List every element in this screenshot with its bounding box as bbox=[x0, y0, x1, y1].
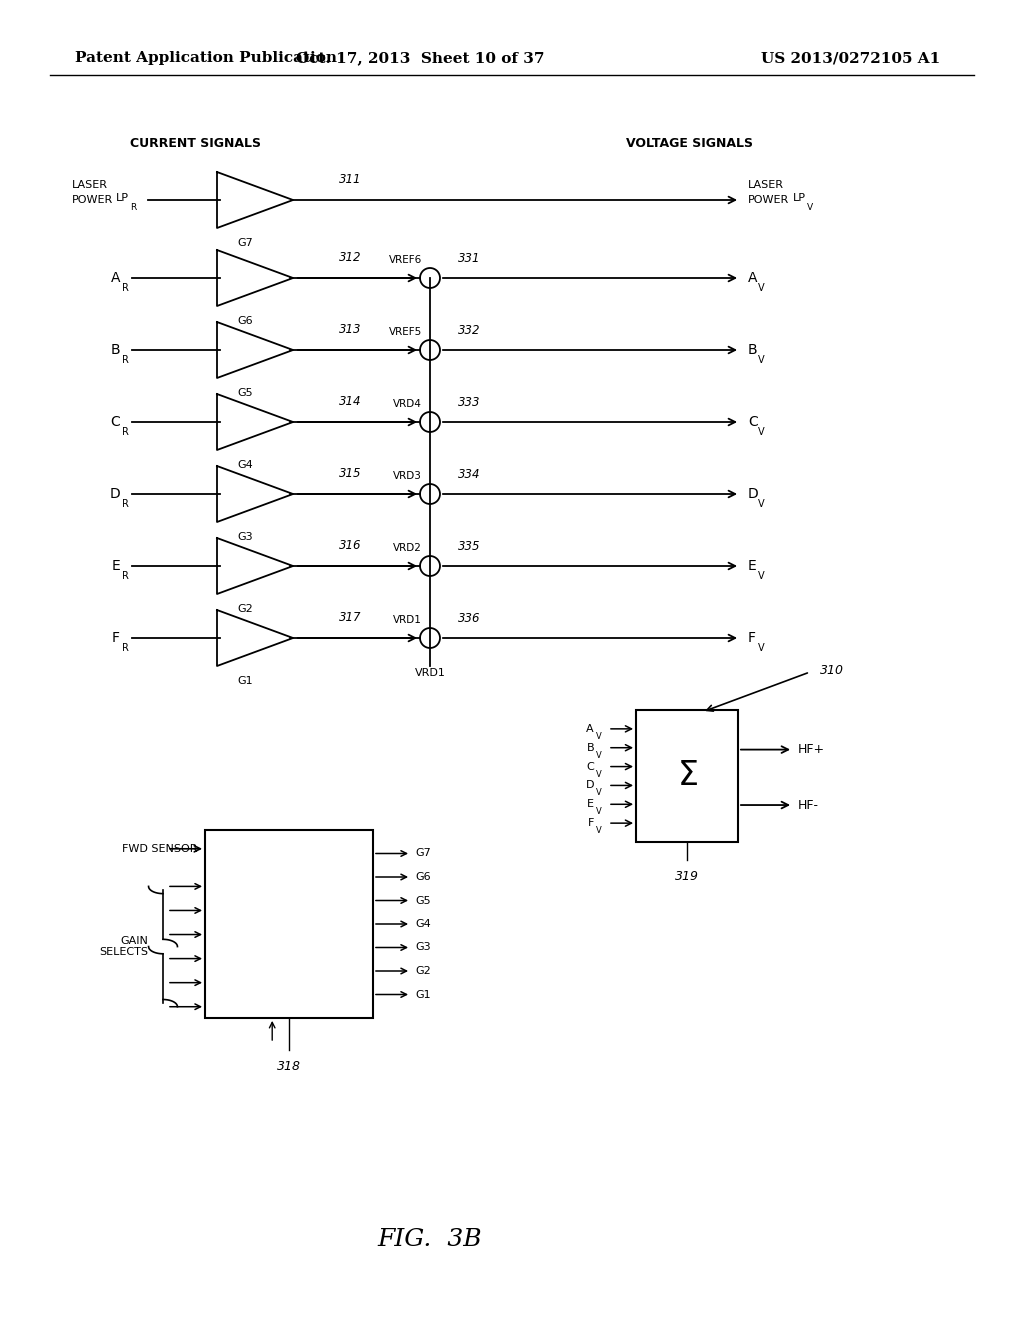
Text: VOLTAGE SIGNALS: VOLTAGE SIGNALS bbox=[627, 137, 754, 150]
Text: US 2013/0272105 A1: US 2013/0272105 A1 bbox=[761, 51, 940, 65]
Text: G1: G1 bbox=[415, 990, 431, 999]
Text: VREF6: VREF6 bbox=[389, 255, 422, 265]
Text: 318: 318 bbox=[278, 1060, 301, 1073]
Text: G2: G2 bbox=[415, 966, 431, 975]
Text: POWER: POWER bbox=[748, 195, 790, 205]
Text: VRD2: VRD2 bbox=[393, 543, 422, 553]
Bar bbox=[205, 830, 373, 1018]
Text: 336: 336 bbox=[458, 612, 480, 624]
Text: Oct. 17, 2013  Sheet 10 of 37: Oct. 17, 2013 Sheet 10 of 37 bbox=[296, 51, 544, 65]
Text: V: V bbox=[596, 731, 602, 741]
Text: F: F bbox=[588, 818, 594, 828]
Text: $\Sigma$: $\Sigma$ bbox=[677, 760, 697, 792]
Text: G5: G5 bbox=[415, 895, 431, 906]
Text: GAIN
SELECTS: GAIN SELECTS bbox=[99, 936, 148, 957]
Text: D: D bbox=[748, 487, 759, 502]
Text: 314: 314 bbox=[339, 395, 361, 408]
Text: 316: 316 bbox=[339, 539, 361, 552]
Text: LP: LP bbox=[793, 193, 806, 203]
Text: G7: G7 bbox=[415, 849, 431, 858]
Text: HF+: HF+ bbox=[798, 743, 825, 756]
Text: G3: G3 bbox=[415, 942, 431, 953]
Text: VRD1: VRD1 bbox=[415, 668, 445, 678]
Text: G4: G4 bbox=[237, 459, 253, 470]
Text: V: V bbox=[758, 643, 765, 653]
Text: E: E bbox=[748, 558, 757, 573]
Text: C: C bbox=[111, 414, 120, 429]
Text: 319: 319 bbox=[675, 870, 699, 883]
Text: A: A bbox=[111, 271, 120, 285]
Text: VRD1: VRD1 bbox=[393, 615, 422, 624]
Text: Patent Application Publication: Patent Application Publication bbox=[75, 51, 337, 65]
Text: R: R bbox=[130, 203, 136, 213]
Text: D: D bbox=[586, 780, 594, 791]
Text: 315: 315 bbox=[339, 467, 361, 480]
Text: FIG.  3B: FIG. 3B bbox=[378, 1229, 482, 1251]
Text: G2: G2 bbox=[237, 605, 253, 614]
Text: R: R bbox=[122, 355, 129, 366]
Text: R: R bbox=[122, 426, 129, 437]
Text: V: V bbox=[758, 499, 765, 510]
Text: V: V bbox=[758, 355, 765, 366]
Text: V: V bbox=[758, 426, 765, 437]
Text: V: V bbox=[596, 770, 602, 779]
Text: E: E bbox=[587, 800, 594, 809]
Text: B: B bbox=[748, 343, 758, 356]
Text: V: V bbox=[596, 826, 602, 836]
Text: 334: 334 bbox=[458, 469, 480, 480]
Text: G6: G6 bbox=[237, 315, 253, 326]
Text: F: F bbox=[748, 631, 756, 645]
Text: HF-: HF- bbox=[798, 799, 819, 812]
Text: C: C bbox=[587, 762, 594, 772]
Text: V: V bbox=[758, 282, 765, 293]
Text: 331: 331 bbox=[458, 252, 480, 265]
Text: 311: 311 bbox=[339, 173, 361, 186]
Text: G7: G7 bbox=[237, 238, 253, 248]
Bar bbox=[636, 710, 738, 842]
Text: 332: 332 bbox=[458, 323, 480, 337]
Text: VRD3: VRD3 bbox=[393, 471, 422, 480]
Text: 312: 312 bbox=[339, 251, 361, 264]
Text: V: V bbox=[596, 808, 602, 816]
Text: R: R bbox=[122, 499, 129, 510]
Text: V: V bbox=[807, 203, 813, 213]
Text: A: A bbox=[748, 271, 758, 285]
Text: R: R bbox=[122, 572, 129, 581]
Text: LP: LP bbox=[116, 193, 129, 203]
Text: C: C bbox=[748, 414, 758, 429]
Text: D: D bbox=[110, 487, 120, 502]
Text: R: R bbox=[122, 643, 129, 653]
Text: B: B bbox=[587, 743, 594, 752]
Text: E: E bbox=[112, 558, 120, 573]
Text: LASER: LASER bbox=[72, 180, 108, 190]
Text: B: B bbox=[111, 343, 120, 356]
Text: G6: G6 bbox=[415, 873, 431, 882]
Text: V: V bbox=[596, 751, 602, 760]
Text: G4: G4 bbox=[415, 919, 431, 929]
Text: V: V bbox=[758, 572, 765, 581]
Text: FWD SENSOR: FWD SENSOR bbox=[122, 843, 197, 854]
Text: 335: 335 bbox=[458, 540, 480, 553]
Text: 310: 310 bbox=[820, 664, 844, 676]
Text: 317: 317 bbox=[339, 611, 361, 624]
Text: R: R bbox=[122, 282, 129, 293]
Text: VRD4: VRD4 bbox=[393, 399, 422, 409]
Text: 333: 333 bbox=[458, 396, 480, 409]
Text: F: F bbox=[112, 631, 120, 645]
Text: G1: G1 bbox=[237, 676, 253, 686]
Text: POWER: POWER bbox=[72, 195, 114, 205]
Text: V: V bbox=[596, 788, 602, 797]
Text: G5: G5 bbox=[237, 388, 253, 399]
Text: CURRENT SIGNALS: CURRENT SIGNALS bbox=[129, 137, 260, 150]
Text: 313: 313 bbox=[339, 323, 361, 337]
Text: A: A bbox=[587, 723, 594, 734]
Text: VREF5: VREF5 bbox=[389, 327, 422, 337]
Text: LASER: LASER bbox=[748, 180, 784, 190]
Text: G3: G3 bbox=[237, 532, 253, 543]
